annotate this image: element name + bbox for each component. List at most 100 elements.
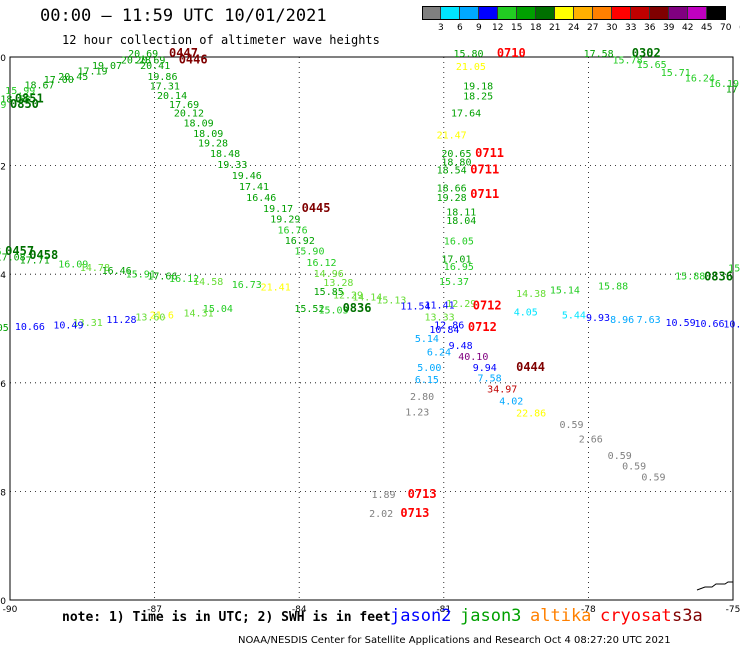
wave-height-label: 15.90 <box>294 247 324 258</box>
wave-height-label: 20.65 <box>441 149 471 160</box>
wave-height-label: 16.73 <box>232 280 262 291</box>
wave-height-label: 15.91 <box>126 269 156 280</box>
wave-height-label: 18.11 <box>446 208 476 219</box>
wave-height-label: 16.12 <box>169 274 199 285</box>
wave-height-label: 10.59 <box>666 318 696 329</box>
satellite-legend-cryosat: cryosat <box>600 606 672 626</box>
wave-height-label: 16.46 <box>246 193 276 204</box>
wave-height-label: 15.78 <box>613 56 643 67</box>
wave-height-label: 20.69 <box>128 49 158 60</box>
wave-height-label: 16.05 <box>444 236 474 247</box>
color-swatch <box>498 6 517 20</box>
lon-tick-label: -75 <box>726 605 740 615</box>
wave-height-label: 9.93 <box>586 313 610 324</box>
wave-height-label: 18.09 <box>193 129 223 140</box>
pass-time-label: 0851 <box>15 92 44 106</box>
lon-tick-label: -90 <box>3 605 18 615</box>
wave-height-label: 14.78 <box>80 263 110 274</box>
pass-time-label: 0836 <box>704 270 733 284</box>
color-swatch <box>631 6 650 20</box>
wave-height-label: 17.71 <box>20 255 50 266</box>
lon-tick-label: -84 <box>292 605 307 615</box>
footer-note: note: 1) Time is in UTC; 2) SWH is in fe… <box>62 610 391 625</box>
pass-time-label: 0850 <box>10 97 39 111</box>
color-scale-label: 39 <box>663 23 675 33</box>
wave-height-label: 16.95 <box>444 262 474 273</box>
wave-height-label: 16.12 <box>306 258 336 269</box>
pass-time-label: 0447 <box>169 46 198 60</box>
wave-height-label: 18.66 <box>437 184 467 195</box>
wave-height-label: 14.96 <box>314 269 344 280</box>
color-swatch <box>593 6 612 20</box>
wave-height-label: 12.29 <box>446 299 476 310</box>
wave-height-label: 15.71 <box>661 68 691 79</box>
wave-height-label: 6.15 <box>415 375 439 386</box>
wave-height-label: 15.04 <box>203 304 233 315</box>
color-scale-label: 12 <box>492 23 504 33</box>
wave-height-label: 10.66 <box>15 322 45 333</box>
wave-height-label: 15.14 <box>550 286 580 297</box>
wave-height-label: 13.31 <box>73 318 103 329</box>
wave-height-label: 0.59 <box>559 420 583 431</box>
color-scale-label: 6 <box>457 23 463 33</box>
color-swatch <box>650 6 669 20</box>
wave-height-label: 18.67 <box>24 80 54 91</box>
wave-height-label: 14.31 <box>184 309 214 320</box>
color-scale-label: 27 <box>587 23 599 33</box>
wave-height-label: 16.19 <box>709 79 739 90</box>
pass-time-label: 0444 <box>516 360 545 374</box>
pass-time-label: 0711 <box>470 187 499 201</box>
wave-height-label: 16.76 <box>0 247 2 258</box>
wave-height-label: 8.96 <box>610 315 634 326</box>
wave-height-label: 21.05 <box>456 62 486 73</box>
pass-time-label: 0302 <box>632 46 661 60</box>
color-scale-label: 15 <box>511 23 523 33</box>
satellite-legend-s3a: s3a <box>672 606 703 626</box>
color-swatch <box>460 6 479 20</box>
wave-height-label: 17.00 <box>44 75 74 86</box>
wave-height-label: 0.59 <box>641 473 665 484</box>
wave-height-label: 20.14 <box>157 91 187 102</box>
color-scale-label: 9 <box>476 23 482 33</box>
wave-height-label: 18.54 <box>437 166 467 177</box>
wave-height-label: 2.80 <box>410 392 434 403</box>
wave-height-label: 18.58 <box>0 95 30 106</box>
color-swatch <box>612 6 631 20</box>
wave-height-label: 13.28 <box>323 278 353 289</box>
wave-height-label: 17.58 <box>584 49 614 60</box>
wave-height-label: 15.99 <box>5 86 35 97</box>
color-scale-label: 42 <box>682 23 694 33</box>
pass-time-label: 0710 <box>497 46 526 60</box>
wave-height-label: 13.60 <box>135 312 165 323</box>
wave-height-label: 34.97 <box>487 385 517 396</box>
wave-height-label: 0.59 <box>608 451 632 462</box>
pass-time-label: 0711 <box>470 163 499 177</box>
wave-height-label: 17.09 <box>726 84 740 95</box>
wave-height-label: 20.69 <box>135 56 165 67</box>
pass-time-label: 0712 <box>468 320 497 334</box>
wave-height-label: 0.59 <box>622 462 646 473</box>
pass-time-label: 0713 <box>400 506 429 520</box>
wave-height-label: 20.45 <box>58 72 88 83</box>
color-scale-label: 30 <box>606 23 618 33</box>
wave-height-label: 13.33 <box>425 312 455 323</box>
color-swatch <box>536 6 555 20</box>
wave-height-label: 20.28 <box>121 56 151 67</box>
wave-height-label: 15.85 <box>314 287 344 298</box>
wave-height-label: 19.33 <box>217 160 247 171</box>
wave-height-label: 18.48 <box>210 149 240 160</box>
color-swatch <box>517 6 536 20</box>
wave-height-label: 15.80 <box>453 49 483 60</box>
wave-height-label: 17.66 <box>147 272 177 283</box>
wave-height-label: 20.41 <box>140 61 170 72</box>
wave-height-label: 21.6 <box>150 311 174 322</box>
color-scale-label: 45 <box>701 23 713 33</box>
wave-height-label: 16.09 <box>58 260 88 271</box>
pass-time-label: 0836 <box>343 301 372 315</box>
wave-height-label: 17.19 <box>77 66 107 77</box>
wave-height-label: 15.65 <box>637 60 667 71</box>
wave-height-label: 1.89 <box>372 490 396 501</box>
wave-height-label: 15.13 <box>376 296 406 307</box>
wave-height-label: 40.10 <box>458 352 488 363</box>
